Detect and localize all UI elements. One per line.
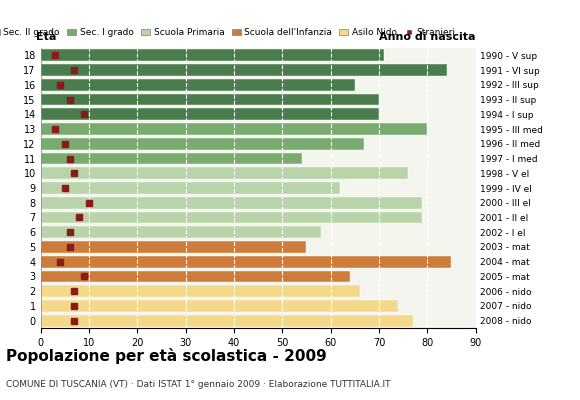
Bar (41, 270, 350, 282)
Bar (41, 153, 302, 164)
Bar (41, 197, 422, 209)
Text: Anno di nascita: Anno di nascita (379, 32, 476, 42)
Bar (41, 182, 340, 194)
Bar (41, 315, 413, 326)
Bar (41, 138, 364, 150)
Bar (41, 123, 427, 135)
Bar (41, 285, 360, 297)
Bar (41, 167, 408, 179)
Text: COMUNE DI TUSCANIA (VT) · Dati ISTAT 1° gennaio 2009 · Elaborazione TUTTITALIA.I: COMUNE DI TUSCANIA (VT) · Dati ISTAT 1° … (6, 380, 390, 389)
Bar (41, 300, 398, 312)
Bar (41, 256, 451, 268)
Bar (41, 64, 447, 76)
Legend: Sec. II grado, Sec. I grado, Scuola Primaria, Scuola dell'Infanzia, Asilo Nido, : Sec. II grado, Sec. I grado, Scuola Prim… (0, 24, 459, 41)
Bar (41, 108, 379, 120)
Text: Popolazione per età scolastica - 2009: Popolazione per età scolastica - 2009 (6, 348, 327, 364)
Bar (41, 94, 379, 106)
Bar (41, 79, 355, 91)
Text: Età: Età (36, 32, 57, 42)
Bar (41, 226, 321, 238)
Bar (41, 241, 306, 253)
Bar (41, 50, 384, 61)
Bar (41, 212, 422, 223)
